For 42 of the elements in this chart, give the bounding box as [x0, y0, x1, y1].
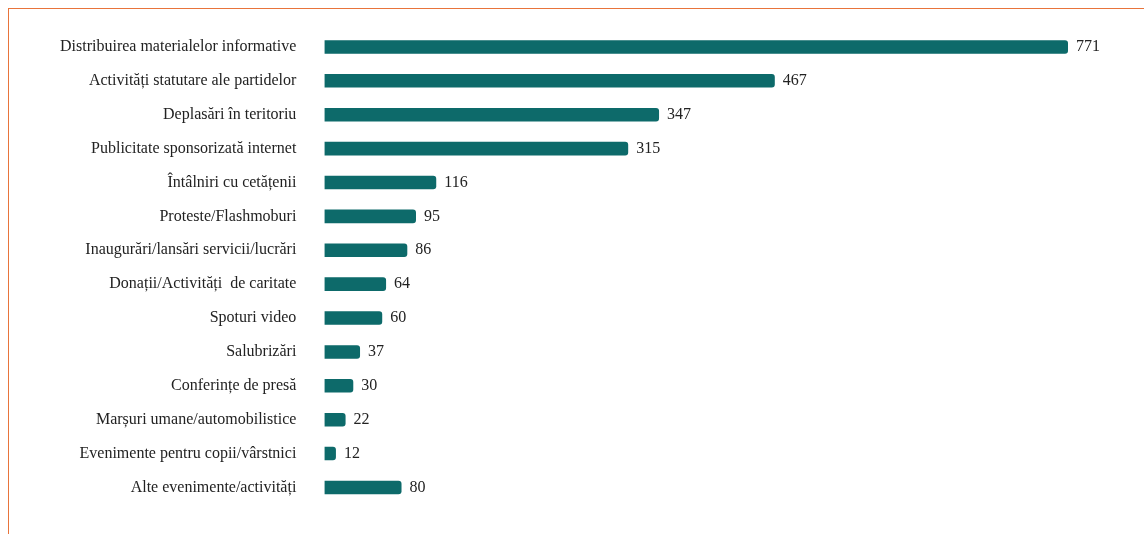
data-label: 116: [444, 172, 468, 190]
data-label: 467: [782, 71, 807, 89]
y-tick-label: Salubrizări: [226, 342, 297, 360]
data-label: 771: [1076, 37, 1101, 55]
bar: [324, 243, 408, 258]
data-label: 347: [667, 104, 692, 122]
y-tick-label: Întâlniri cu cetățenii: [167, 171, 297, 191]
data-label: 95: [423, 206, 440, 224]
y-tick-label: Proteste/Flashmoburi: [159, 206, 297, 224]
bar: [324, 345, 361, 359]
bar: [324, 379, 354, 393]
data-label: 86: [415, 240, 432, 258]
y-tick-label: Spoturi video: [209, 308, 297, 327]
y-tick-label: Deplasări în teritoriu: [163, 104, 297, 123]
data-label: 80: [409, 477, 426, 495]
data-label: 30: [361, 376, 378, 393]
y-tick-label: Conferințe de presă: [171, 376, 297, 394]
bar: [324, 175, 437, 190]
y-tick-label: Marșuri umane/automobilistice: [95, 409, 297, 428]
bar: [324, 141, 629, 156]
bar: [324, 311, 383, 325]
bar: [324, 107, 660, 122]
bar: [324, 209, 416, 224]
data-label: 64: [394, 274, 411, 292]
y-tick-label: Activități statutare ale partidelor: [88, 71, 298, 90]
y-tick-label: Evenimente pentru copii/vârstnici: [79, 443, 297, 462]
y-tick-label: Donații/Activități de caritate: [109, 274, 297, 293]
y-tick-label: Publicitate sponsorizată internet: [91, 138, 297, 157]
data-label: 12: [343, 443, 360, 461]
bar: [324, 480, 402, 495]
data-label: 37: [368, 342, 385, 360]
bar: [324, 412, 346, 427]
y-tick-label: Distribuirea materialelor informative: [59, 37, 297, 55]
bar: [324, 74, 775, 88]
y-tick-label: Inaugurări/lansări servicii/lucrări: [85, 240, 297, 259]
bar: [324, 40, 1069, 54]
data-label: 22: [353, 409, 370, 427]
bar: [324, 277, 387, 291]
data-label: 315: [636, 138, 661, 156]
data-label: 60: [390, 308, 407, 326]
y-tick-label: Alte evenimente/activități: [130, 477, 297, 496]
bar: [324, 446, 336, 461]
